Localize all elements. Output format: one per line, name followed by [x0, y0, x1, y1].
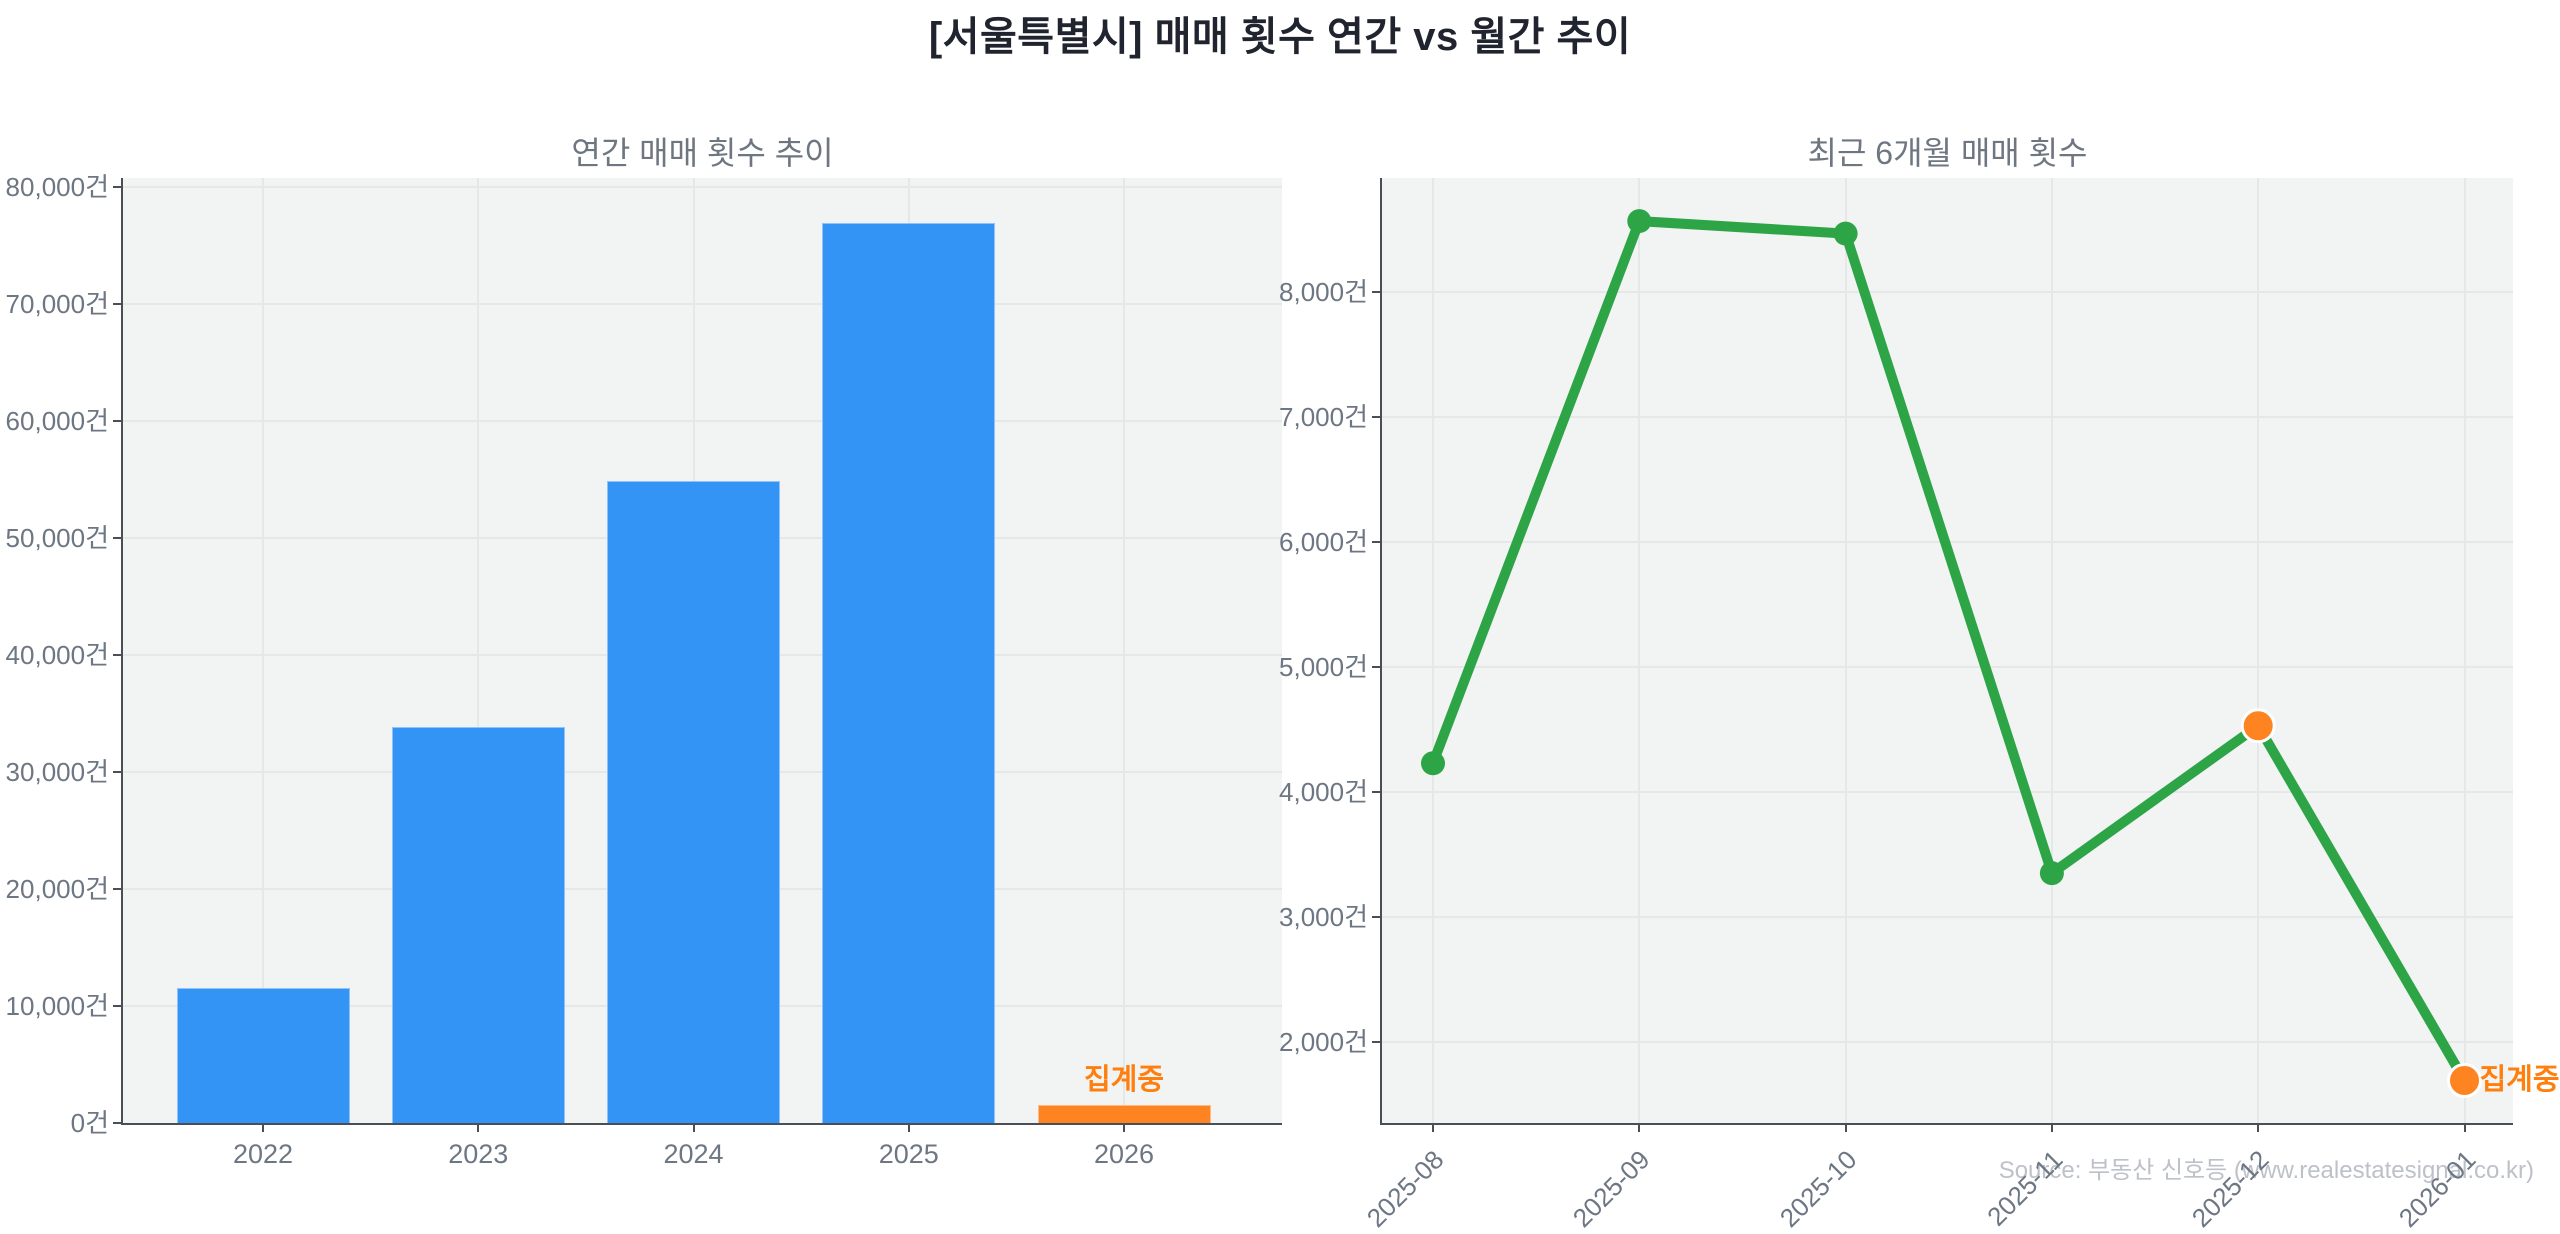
data-point-2025-10 [1833, 221, 1858, 246]
data-point-2025-12 [2240, 708, 2276, 744]
y-tick-mark [113, 419, 123, 422]
aggregating-label-line: 집계중 [2479, 1063, 2560, 1096]
gridline-x [1123, 178, 1125, 1123]
bar-2022 [176, 988, 350, 1123]
x-tick-mark [477, 1123, 480, 1132]
y-tick-mark [113, 302, 123, 305]
gridline-x [2257, 178, 2260, 1123]
x-tick-mark [2050, 1123, 2053, 1132]
data-point-2026-01 [2447, 1063, 2482, 1099]
source-note: Source: 부동산 신호등 (www.realestatesignal.co… [1998, 1157, 2534, 1184]
y-tick-label: 60,000건 [5, 405, 109, 436]
bar-2024 [607, 480, 780, 1123]
y-tick-label: 70,000건 [5, 288, 109, 319]
data-point-2025-09 [1627, 209, 1652, 234]
x-axis-spine [121, 1123, 1282, 1125]
gridline-y [123, 419, 1282, 422]
y-tick-mark [1372, 416, 1382, 419]
bar-2025 [822, 223, 996, 1123]
x-tick-mark [2463, 1123, 2466, 1132]
y-axis-spine [121, 178, 123, 1123]
gridline-y [1382, 790, 2513, 793]
figure-title: [서울특별시] 매매 횟수 연간 vs 월간 추이 [928, 15, 1632, 59]
y-tick-mark [113, 1004, 123, 1007]
y-tick-mark [113, 1122, 123, 1124]
y-tick-label: 30,000건 [5, 756, 109, 787]
gridline-y [123, 302, 1282, 305]
x-tick-label-2025-11: 2025-11 [1981, 1144, 2069, 1232]
bar-2026 [1037, 1105, 1211, 1123]
x-tick-mark [1844, 1123, 1847, 1132]
gridline-y [123, 185, 1282, 188]
x-tick-label-2024: 2024 [663, 1139, 724, 1169]
y-tick-label: 10,000건 [5, 990, 109, 1021]
y-tick-mark [113, 653, 123, 656]
y-axis-spine [1380, 178, 1382, 1123]
y-tick-mark [113, 887, 123, 890]
gridline-x [2463, 178, 2466, 1123]
y-tick-label: 40,000건 [5, 639, 109, 670]
y-tick-mark [1372, 666, 1382, 669]
y-tick-mark [113, 185, 123, 188]
gridline-x [262, 178, 264, 1123]
y-tick-label: 50,000건 [5, 522, 109, 553]
y-tick-label: 6,000건 [1279, 527, 1368, 558]
x-axis-spine [1380, 1123, 2513, 1125]
y-tick-mark [113, 770, 123, 773]
x-tick-label-2023: 2023 [448, 1139, 509, 1169]
gridline-x [2050, 178, 2053, 1123]
line-chart-title: 최근 6개월 매매 횟수 [1807, 135, 2088, 171]
gridline-x [477, 178, 480, 1123]
gridline-y [1382, 666, 2513, 669]
x-tick-label-2022: 2022 [232, 1139, 294, 1169]
x-tick-mark [692, 1123, 695, 1132]
y-tick-label: 0건 [70, 1108, 109, 1138]
y-tick-mark [113, 536, 123, 539]
gridline-x [1432, 178, 1434, 1123]
x-tick-mark [2257, 1123, 2260, 1132]
x-tick-mark [1123, 1123, 1125, 1132]
x-tick-label-2025-08: 2025-08 [1360, 1144, 1450, 1233]
bar-2023 [391, 727, 565, 1123]
trend-line [1428, 216, 2469, 1084]
x-tick-mark [907, 1123, 910, 1132]
y-tick-mark [1372, 1040, 1382, 1043]
gridline-x [1844, 178, 1847, 1123]
x-tick-mark [1638, 1123, 1641, 1132]
plot-area [1382, 178, 2513, 1123]
gridline-y [1382, 915, 2513, 918]
y-tick-label: 4,000건 [1279, 776, 1368, 807]
y-tick-label: 3,000건 [1279, 901, 1368, 932]
x-tick-label-2025-10: 2025-10 [1773, 1144, 1863, 1233]
y-tick-mark [1372, 790, 1382, 793]
y-tick-label: 20,000건 [5, 873, 109, 904]
y-tick-mark [1372, 291, 1382, 294]
y-tick-mark [1372, 915, 1382, 918]
x-tick-label-2025-09: 2025-09 [1567, 1144, 1656, 1233]
y-tick-label: 7,000건 [1279, 402, 1368, 433]
gridline-y [1382, 291, 2513, 294]
bar-chart-title: 연간 매매 횟수 추이 [571, 135, 834, 171]
y-tick-mark [1372, 541, 1382, 544]
gridline-y [1382, 1040, 2513, 1043]
aggregating-label-bar: 집계중 [1083, 1064, 1165, 1097]
data-point-2025-11 [2039, 861, 2064, 886]
x-tick-mark [262, 1123, 264, 1132]
y-tick-label: 8,000건 [1279, 277, 1368, 308]
gridline-x [1638, 178, 1641, 1123]
data-point-2025-08 [1421, 751, 1445, 776]
trend-line-svg [1421, 209, 2482, 1099]
x-tick-label-2025: 2025 [878, 1139, 939, 1169]
y-tick-label: 5,000건 [1279, 652, 1368, 683]
gridline-y [1382, 416, 2513, 419]
y-tick-label: 80,000건 [5, 171, 109, 202]
y-tick-label: 2,000건 [1279, 1026, 1368, 1057]
x-tick-mark [1432, 1123, 1434, 1132]
x-tick-label-2026: 2026 [1093, 1139, 1155, 1169]
